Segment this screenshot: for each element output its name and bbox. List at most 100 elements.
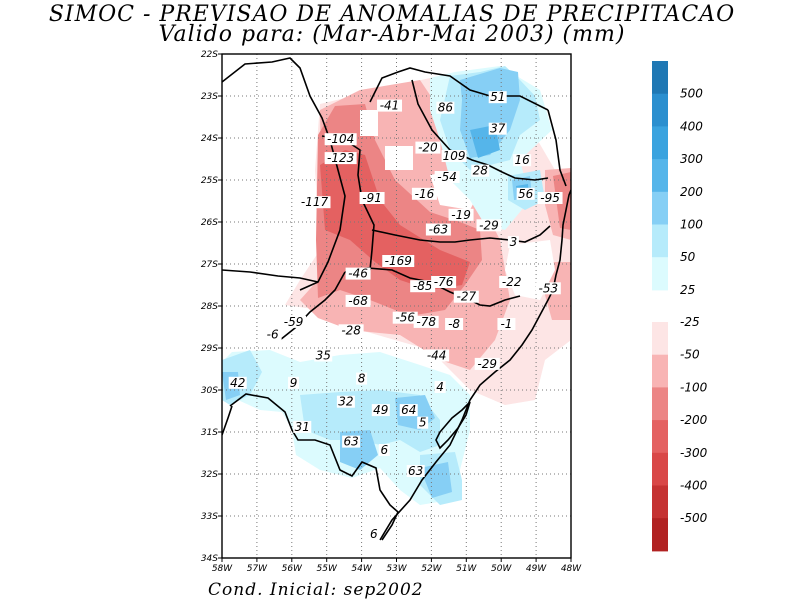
value-label: 32	[338, 395, 353, 409]
value-label-bg	[499, 276, 525, 288]
value-label-bg	[424, 349, 450, 362]
colorbar: 500 400 300 200 100 50 25 -25 -50 -100 -200 -300 -40…	[652, 61, 708, 552]
value-label-bg	[371, 404, 390, 417]
value-label: 9	[290, 376, 298, 390]
value-label: -19	[451, 208, 471, 222]
colorbar-label: -50	[680, 348, 700, 362]
colorbar-swatch-positive	[652, 224, 668, 258]
value-label: -78	[416, 315, 436, 329]
value-label-bg	[474, 357, 500, 370]
value-label: -169	[385, 254, 412, 268]
value-label-bg	[378, 444, 390, 456]
colorbar-swatch-positive	[652, 61, 668, 95]
value-label-bg	[434, 171, 460, 183]
value-label-bg	[434, 381, 446, 393]
value-label: -27	[456, 290, 476, 304]
lon-label: 55W	[317, 564, 338, 574]
value-label-bg	[342, 435, 361, 448]
value-label: 4	[436, 380, 444, 394]
value-label-bg	[415, 141, 441, 154]
lon-label: 57W	[247, 564, 268, 574]
value-label: 64	[401, 403, 416, 417]
colorbar-swatch-positive	[652, 257, 668, 291]
value-label-bg	[471, 164, 490, 177]
value-label-bg	[382, 255, 415, 267]
colorbar-label: 50	[680, 250, 696, 264]
value-label: -76	[434, 275, 454, 289]
value-label: -117	[301, 195, 329, 209]
lat-label: 31S	[201, 428, 218, 438]
value-label-bg	[298, 196, 331, 209]
value-label: 16	[514, 153, 530, 167]
field-gap-1	[385, 146, 413, 170]
colorbar-label: 200	[680, 185, 703, 199]
border-sc-rs	[344, 267, 521, 307]
lon-label: 58W	[212, 564, 233, 574]
lon-label: 48W	[561, 564, 582, 574]
value-label-bg	[507, 236, 519, 249]
lat-label: 33S	[201, 512, 218, 522]
value-label: -20	[418, 141, 438, 155]
lat-label: 28S	[201, 302, 218, 312]
value-label: -29	[477, 357, 497, 371]
colorbar-label: -300	[680, 446, 708, 460]
map-subtitle: Valido para: (Mar-Abr-Mai 2003) (mm)	[158, 22, 626, 47]
colorbar-label: 25	[680, 283, 695, 297]
colorbar-label: 100	[680, 218, 703, 232]
value-label-bg	[448, 208, 474, 221]
value-label-bg	[338, 324, 364, 337]
value-label: -29	[479, 218, 499, 232]
lat-label: 34S	[201, 554, 218, 564]
lat-label: 30S	[201, 386, 218, 396]
value-label-bg	[368, 528, 380, 540]
value-label: -104	[327, 132, 354, 146]
value-label: -1	[500, 317, 512, 331]
value-label: 63	[408, 464, 423, 478]
colorbar-swatch-positive	[652, 159, 668, 193]
map-title: SIMOC - PREVISAO DE ANOMALIAS DE PRECIPI…	[48, 2, 736, 27]
border-sc-coast	[547, 109, 567, 187]
colorbar-label: -25	[680, 315, 700, 329]
value-label: -53	[539, 281, 559, 295]
value-label-bg	[431, 276, 457, 288]
value-label: 42	[230, 376, 245, 390]
lat-label: 27S	[201, 260, 218, 270]
value-label-bg	[513, 154, 532, 167]
value-label-bg	[410, 280, 436, 293]
lat-label: 24S	[201, 134, 218, 144]
value-label: 35	[316, 349, 331, 363]
colorbar-label: 500	[680, 87, 703, 101]
value-label: 109	[443, 149, 466, 163]
border-argentina-paraguay	[222, 269, 319, 283]
lat-label: 29S	[201, 344, 218, 354]
value-label-bg	[488, 91, 507, 104]
value-label-bg	[345, 267, 371, 280]
value-label-bg	[425, 223, 451, 236]
lagoa-dos-patos	[435, 401, 471, 450]
colorbar-swatch-negative	[652, 518, 668, 552]
value-label-bg	[263, 328, 282, 341]
value-label-bg	[281, 315, 307, 328]
colorbar-swatch-positive	[652, 126, 668, 160]
border-uruguay-north	[229, 393, 399, 541]
border-paraguay-brazil	[222, 57, 346, 291]
value-label: 6	[370, 527, 378, 541]
value-label-bg	[417, 416, 429, 429]
lon-label: 50W	[491, 564, 512, 574]
value-label-bg	[476, 219, 502, 232]
colorbar-swatch-positive	[652, 93, 668, 127]
value-label: -46	[348, 267, 368, 281]
coastline-south	[379, 189, 571, 541]
colorbar-swatch-negative	[652, 322, 668, 356]
value-label: -44	[427, 349, 447, 363]
value-label: 3	[510, 235, 518, 249]
colorbar-swatch-negative	[652, 452, 668, 486]
value-label-bg	[288, 376, 300, 389]
border-sao-paulo	[411, 79, 549, 181]
colorbar-label: 400	[680, 119, 703, 133]
value-label-bg	[293, 420, 312, 433]
initial-condition-label: Cond. Inicial: sep2002	[208, 580, 424, 600]
value-label: -59	[284, 315, 304, 329]
value-label-bg	[336, 395, 355, 408]
